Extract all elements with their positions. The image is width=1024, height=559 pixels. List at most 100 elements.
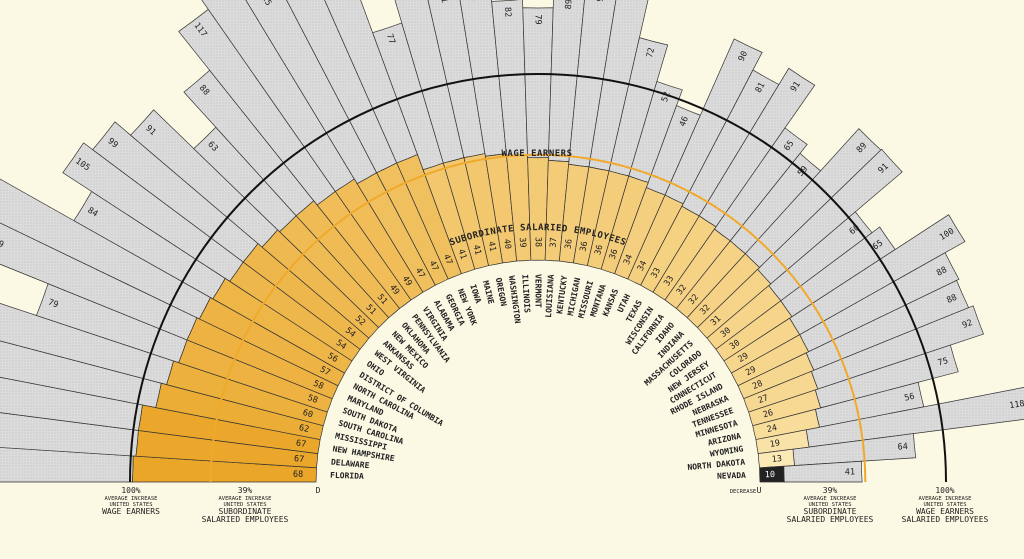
salaried-bar bbox=[155, 382, 324, 440]
decrease-label: DECREASE bbox=[730, 489, 757, 495]
wage-bar-texture bbox=[0, 303, 174, 385]
right-39-value: 39% bbox=[823, 486, 838, 495]
salaried-bar bbox=[627, 194, 684, 286]
left-39-sub1: AVERAGE INCREASE bbox=[219, 496, 272, 502]
wage-value-label: 84 bbox=[86, 206, 100, 220]
wage-bar-texture bbox=[568, 0, 616, 167]
wage-bar-texture bbox=[372, 22, 444, 170]
salaried-value-label: 28 bbox=[751, 379, 764, 392]
left-100-sub1: AVERAGE INCREASE bbox=[105, 496, 158, 502]
salaried-bar bbox=[242, 243, 370, 350]
salaried-value-label: 58 bbox=[306, 393, 319, 406]
wage-value-label: 82 bbox=[502, 7, 513, 18]
wage-bar-texture bbox=[286, 0, 397, 173]
salaried-value-label: 56 bbox=[326, 351, 340, 365]
left-100-name: WAGE EARNERS bbox=[102, 507, 160, 516]
wage-average-arc bbox=[129, 73, 947, 483]
wage-bar-texture bbox=[245, 0, 377, 184]
wage-value-label: 89 bbox=[564, 0, 575, 10]
wage-value-label: 118 bbox=[1009, 399, 1024, 411]
wage-value-label: 88 bbox=[935, 265, 949, 279]
state-label: WASHINGTON bbox=[507, 275, 522, 324]
salaried-value-label: 24 bbox=[766, 423, 778, 435]
salaried-bar bbox=[132, 455, 317, 483]
wage-value-label: 96 bbox=[595, 0, 606, 2]
wage-bar-texture bbox=[491, 0, 528, 157]
wage-bar-texture bbox=[780, 227, 896, 317]
salaried-bar bbox=[743, 370, 819, 413]
right-100-name2: SALARIED EMPLOYEES bbox=[902, 515, 989, 524]
salaried-value-label: 27 bbox=[757, 393, 770, 406]
left-100-value: 100% bbox=[121, 486, 140, 495]
salaried-value-label: 36 bbox=[564, 238, 575, 249]
left-39-sub2: UNITED STATES bbox=[223, 502, 266, 508]
salaried-value-label: 37 bbox=[549, 237, 560, 248]
salaried-bar bbox=[652, 215, 717, 301]
wage-bar-texture bbox=[665, 38, 763, 204]
salaried-value-label: 49 bbox=[387, 283, 401, 297]
salaried-bar bbox=[396, 154, 462, 280]
salaried-value-label: 13 bbox=[771, 454, 782, 465]
wage-bar-texture bbox=[699, 68, 815, 227]
salaried-value-label: 67 bbox=[295, 438, 307, 450]
wage-value-label: 60 bbox=[848, 223, 862, 237]
wage-bar-texture bbox=[811, 305, 984, 390]
wage-bar-texture bbox=[36, 283, 188, 363]
salaried-value-label: 58 bbox=[312, 379, 325, 392]
salaried-bars-layer bbox=[132, 153, 822, 483]
salaried-bar bbox=[686, 253, 761, 329]
wage-bar-texture bbox=[628, 81, 683, 183]
salaried-bar bbox=[757, 448, 795, 469]
wage-bar-texture bbox=[730, 153, 821, 254]
salaried-average-arc bbox=[209, 153, 867, 483]
wage-bar-texture bbox=[178, 9, 336, 205]
salaried-bar bbox=[544, 159, 570, 262]
right-100-sub2: UNITED STATES bbox=[923, 502, 966, 508]
wage-bar-texture bbox=[193, 127, 297, 232]
right-100-name1: WAGE EARNERS bbox=[916, 507, 974, 516]
salaried-value-label: 29 bbox=[736, 351, 750, 365]
wage-bar-texture bbox=[815, 382, 924, 428]
wage-bar-texture bbox=[745, 128, 881, 268]
wage-value-label: 72 bbox=[645, 47, 657, 59]
wage-bar-texture bbox=[588, 0, 649, 171]
wage-bar-texture bbox=[609, 37, 668, 176]
left-39-name1: SUBORDINATE bbox=[219, 507, 272, 516]
wage-value-label: 65 bbox=[782, 139, 796, 153]
state-label: MAINE bbox=[481, 280, 496, 306]
salaried-bar bbox=[752, 408, 820, 440]
salaried-bar bbox=[186, 317, 339, 400]
left-end-letter: D bbox=[316, 486, 321, 495]
left-100-sub2: UNITED STATES bbox=[109, 502, 152, 508]
salaried-value-label: 57 bbox=[318, 365, 332, 379]
salaried-value-label: 36 bbox=[579, 241, 591, 253]
wage-value-label: 90 bbox=[737, 50, 750, 64]
wage-value-label: 75 bbox=[937, 356, 950, 369]
wage-value-label: 91 bbox=[469, 0, 480, 1]
salaried-value-label: 38 bbox=[533, 237, 543, 247]
salaried-value-label: 32 bbox=[675, 283, 689, 297]
wage-value-label: 64 bbox=[897, 442, 908, 453]
state-label: NEVADA bbox=[717, 471, 746, 481]
salaried-value-label: 49 bbox=[400, 274, 414, 288]
wage-value-label: 79 bbox=[533, 14, 543, 24]
salaried-bar bbox=[463, 153, 503, 266]
wage-bar-texture bbox=[394, 0, 464, 164]
salaried-bar bbox=[527, 157, 549, 261]
wage-value-label: 88 bbox=[945, 293, 958, 306]
wage-value-label: 46 bbox=[678, 115, 691, 128]
right-100-sub1: AVERAGE INCREASE bbox=[919, 496, 972, 502]
salaried-bar bbox=[696, 268, 772, 339]
state-label: DELAWARE bbox=[331, 458, 370, 471]
salaried-bar bbox=[755, 429, 810, 454]
wage-bar-texture bbox=[0, 340, 162, 408]
wage-value-label: 77 bbox=[384, 33, 397, 46]
wage-bar-texture bbox=[130, 109, 278, 248]
state-label: LOUISIANA bbox=[544, 274, 556, 318]
salaried-value-label: 30 bbox=[728, 338, 742, 352]
salaried-bar bbox=[748, 389, 822, 427]
left-39-value: 39% bbox=[238, 486, 253, 495]
salaried-bar bbox=[715, 300, 793, 362]
wage-value-label: 81 bbox=[754, 81, 768, 95]
salaried-bar bbox=[600, 175, 649, 275]
